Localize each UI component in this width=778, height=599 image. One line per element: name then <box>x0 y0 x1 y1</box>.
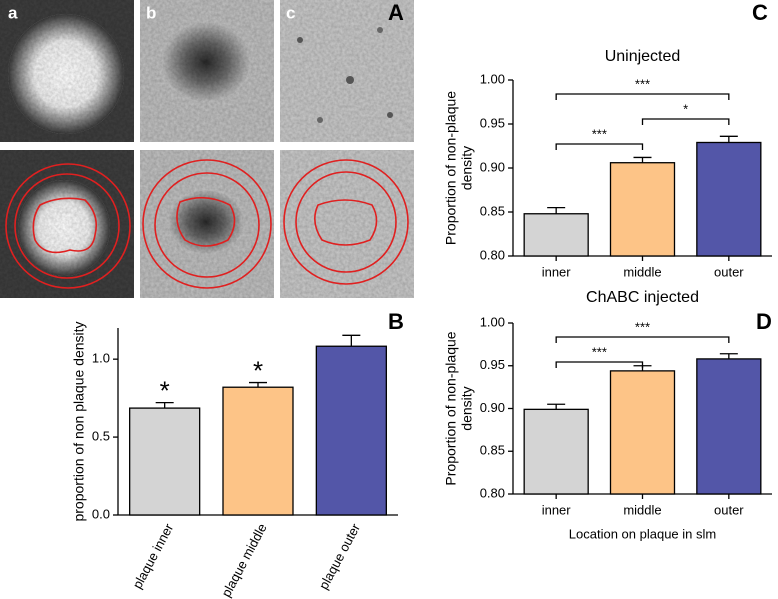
y-tick-label: 1.00 <box>480 314 505 329</box>
y-tick-label: 0.0 <box>92 506 110 521</box>
bar <box>609 162 676 257</box>
significance-bracket <box>641 118 730 125</box>
bar <box>129 407 201 516</box>
micrograph-a-top <box>0 0 134 142</box>
x-tick-label: outer <box>714 264 744 279</box>
image-label: a <box>8 3 18 22</box>
x-tick-label: middle <box>623 264 661 279</box>
y-tick-label: 0.95 <box>480 357 505 372</box>
bar <box>315 345 387 516</box>
significance-marker: * <box>253 355 263 385</box>
bar <box>222 386 294 516</box>
x-tick-label: plaque middle <box>218 521 269 599</box>
micrograph-a-bottom <box>0 150 134 298</box>
x-tick-label: middle <box>623 502 661 517</box>
bar <box>696 141 762 257</box>
y-tick-label: 0.85 <box>480 443 505 458</box>
bar <box>523 408 589 495</box>
micrograph-b-bottom <box>140 150 274 298</box>
x-tick-label: outer <box>714 502 744 517</box>
y-axis-title: Proportion of non-plaque <box>443 331 459 485</box>
panel-label: D <box>756 309 772 334</box>
significance-label: * <box>683 101 688 116</box>
micrograph-c-bottom <box>280 150 414 298</box>
micrograph-c-top <box>280 0 414 142</box>
image-label: b <box>146 3 156 22</box>
x-tick-label: inner <box>542 264 572 279</box>
bar <box>609 370 676 495</box>
panel-label: B <box>388 309 404 334</box>
significance-bracket <box>555 143 644 150</box>
y-axis-title: proportion of non plaque density <box>71 321 87 521</box>
y-axis-title: Proportion of non-plaque <box>443 91 459 245</box>
y-tick-label: 1.00 <box>480 71 505 86</box>
significance-label: *** <box>635 319 650 334</box>
panel-label: C <box>752 0 768 25</box>
significance-marker: * <box>160 376 170 406</box>
chart-title: ChABC injected <box>586 289 699 306</box>
bar <box>696 358 762 495</box>
bar <box>523 213 589 257</box>
significance-bracket <box>555 336 730 343</box>
chart-title: Uninjected <box>605 48 681 65</box>
micrograph-b-top <box>140 0 274 142</box>
x-tick-label: plaque inner <box>130 520 177 591</box>
y-tick-label: 0.80 <box>480 485 505 500</box>
y-tick-label: 0.95 <box>480 115 505 130</box>
panel-label: A <box>388 0 404 25</box>
image-label: c <box>286 3 295 22</box>
significance-bracket <box>555 361 644 368</box>
y-tick-label: 0.85 <box>480 203 505 218</box>
y-tick-label: 1.0 <box>92 351 110 366</box>
x-tick-label: inner <box>542 502 572 517</box>
y-axis-title: density <box>459 146 475 190</box>
y-tick-label: 0.90 <box>480 400 505 415</box>
significance-label: *** <box>592 344 607 359</box>
significance-label: *** <box>592 126 607 141</box>
y-tick-label: 0.80 <box>480 247 505 262</box>
y-axis-title: density <box>459 386 475 430</box>
micrographs: a b c A <box>0 0 414 298</box>
y-tick-label: 0.90 <box>480 159 505 174</box>
x-axis-title: Location on plaque in slm <box>569 526 716 541</box>
x-tick-label: plaque outer <box>316 520 363 591</box>
significance-bracket <box>555 93 730 100</box>
significance-label: *** <box>635 76 650 91</box>
y-tick-label: 0.5 <box>92 429 110 444</box>
